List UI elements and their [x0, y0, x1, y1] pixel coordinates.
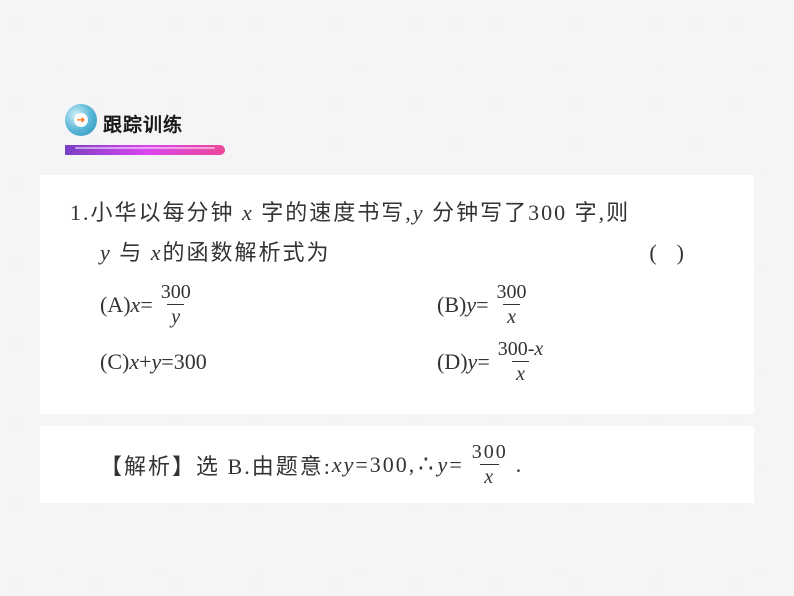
- option-label: (C): [100, 342, 129, 382]
- denominator: y: [167, 304, 184, 329]
- var-x: x: [131, 285, 141, 325]
- analysis-label: 【解析】: [100, 449, 196, 481]
- q-text: 字的速度书写,: [254, 200, 413, 225]
- option-label: (A): [100, 285, 131, 325]
- section-header: ➔ 跟踪训练: [65, 110, 754, 155]
- q-text: 分钟写了300 字,则: [425, 200, 631, 225]
- analysis-text: 选 B.由题意:: [196, 449, 332, 481]
- denominator: x: [503, 304, 520, 329]
- numerator: 300: [157, 280, 195, 304]
- denominator: x: [512, 361, 529, 386]
- var-y: y: [152, 342, 162, 382]
- option-b: (B)y= 300 x: [387, 280, 724, 329]
- fraction: 300 y: [157, 280, 195, 329]
- eq-text: =300,: [355, 452, 416, 478]
- var-y: y: [344, 452, 356, 478]
- badge-icon: ➔: [65, 104, 97, 136]
- q-text: 小华以每分钟: [91, 200, 243, 225]
- var-y: y: [468, 342, 478, 382]
- options-row-2: (C)x+y=300 (D)y= 300-x x: [70, 337, 724, 386]
- var-x: x: [151, 240, 163, 265]
- question-box: 1.小华以每分钟 x 字的速度书写,y 分钟写了300 字,则 y 与 x的函数…: [40, 175, 754, 414]
- title-underline: [65, 145, 225, 155]
- question-line-1: 1.小华以每分钟 x 字的速度书写,y 分钟写了300 字,则: [70, 193, 724, 233]
- q-text: 的函数解析式为: [163, 240, 331, 265]
- analysis-line: 【解析】选 B.由题意:xy=300,∴y= 300 x .: [70, 440, 724, 489]
- numerator: 300-x: [494, 337, 548, 361]
- q-text: 与: [112, 240, 151, 265]
- option-d: (D)y= 300-x x: [387, 337, 724, 386]
- numerator: 300: [468, 440, 512, 464]
- eq-sign: =: [449, 452, 463, 478]
- rhs-value: 300: [174, 342, 207, 382]
- eq-sign: =: [161, 342, 173, 382]
- arrow-icon: ➔: [74, 113, 88, 127]
- fraction: 300 x: [493, 280, 531, 329]
- option-c: (C)x+y=300: [100, 337, 387, 386]
- var-y: y: [466, 285, 476, 325]
- plus-sign: +: [139, 342, 151, 382]
- options-row-1: (A)x= 300 y (B)y= 300 x: [70, 280, 724, 329]
- question-line-2: y 与 x的函数解析式为 (): [70, 233, 724, 273]
- section-title: 跟踪训练: [103, 110, 754, 137]
- var-x: x: [129, 342, 139, 382]
- var-y: y: [100, 240, 112, 265]
- fraction: 300 x: [468, 440, 512, 489]
- var-y: y: [438, 452, 450, 478]
- option-label: (B): [437, 285, 466, 325]
- question-number: 1.: [70, 200, 91, 225]
- denominator: x: [480, 464, 499, 489]
- answer-blank: (): [649, 233, 704, 273]
- eq-sign: =: [476, 285, 488, 325]
- eq-sign: =: [477, 342, 489, 382]
- option-label: (D): [437, 342, 468, 382]
- var-x: x: [242, 200, 254, 225]
- therefore-symbol: ∴: [418, 450, 435, 479]
- eq-sign: =: [140, 285, 152, 325]
- fraction: 300-x x: [494, 337, 548, 386]
- numerator: 300: [493, 280, 531, 304]
- analysis-box: 【解析】选 B.由题意:xy=300,∴y= 300 x .: [40, 426, 754, 503]
- var-y: y: [413, 200, 425, 225]
- var-x: x: [332, 452, 344, 478]
- period: .: [516, 452, 524, 478]
- option-a: (A)x= 300 y: [100, 280, 387, 329]
